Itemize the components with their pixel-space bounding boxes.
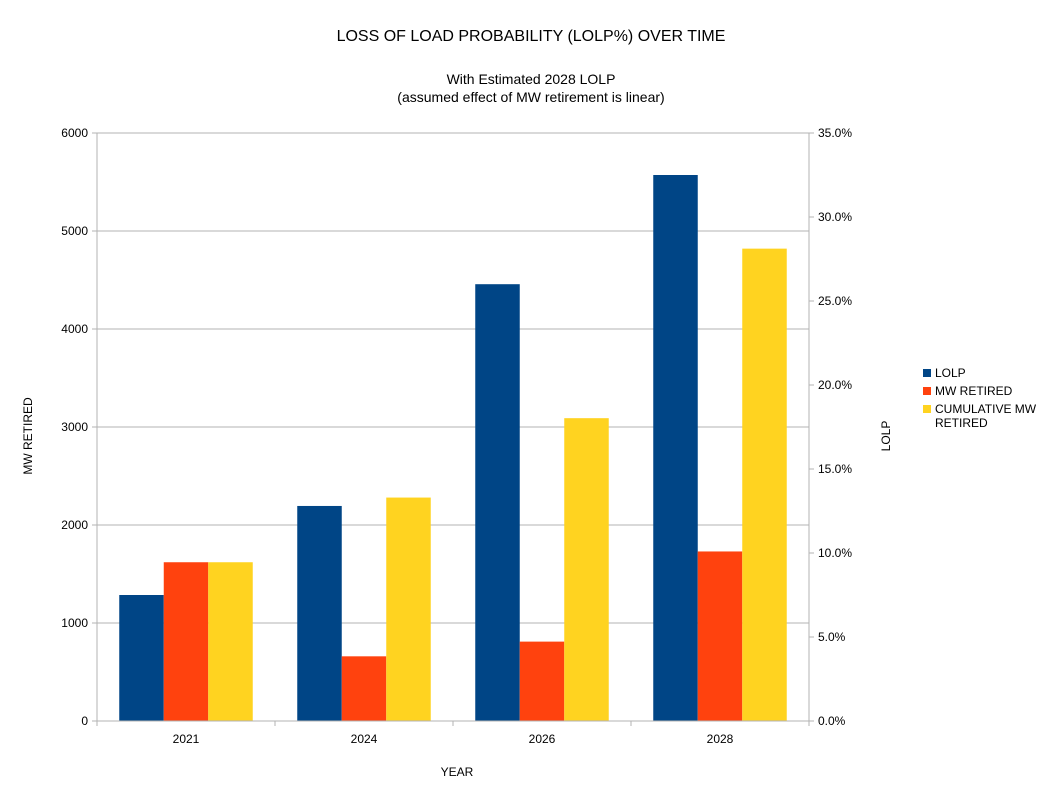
chart-subtitle-line-2: (assumed effect of MW retirement is line… [397,89,664,105]
bar-mw-retired-2028 [697,551,743,721]
y-tick-label: 2000 [61,518,88,532]
x-axis-label: YEAR [441,765,474,779]
bar-lolp-2026 [475,284,520,721]
legend-label: LOLP [935,366,966,380]
y-axis-label: MW RETIRED [21,397,35,475]
chart-title: LOSS OF LOAD PROBABILITY (LOLP%) OVER TI… [337,28,726,45]
y2-tick-label: 30.0% [818,210,852,224]
legend-swatch [923,405,931,413]
bar-lolp-2021 [119,595,164,721]
legend-label: RETIRED [935,416,988,430]
bar-mw-retired-2024 [341,656,387,721]
x-tick-label: 2028 [707,732,734,746]
y2-tick-label: 5.0% [818,630,846,644]
y2-tick-label: 15.0% [818,462,852,476]
y2-tick-label: 20.0% [818,378,852,392]
y-tick-label: 5000 [61,224,88,238]
bar-mw-retired-2026 [519,641,565,721]
bar-cumulative-mw-retired-2026 [564,418,609,721]
x-tick-label: 2021 [173,732,200,746]
legend-label: CUMULATIVE MW [935,402,1037,416]
bar-mw-retired-2021 [163,562,209,721]
bar-lolp-2024 [297,505,342,721]
x-axis-ticks: 2021 2024 2026 2028 [96,721,810,746]
y-tick-label: 3000 [61,420,88,434]
y2-tick-label: 10.0% [818,546,852,560]
y-tick-label: 4000 [61,322,88,336]
y-tick-label: 1000 [61,616,88,630]
bar-lolp-2028 [653,175,698,721]
y2-tick-label: 0.0% [818,714,846,728]
legend-swatch [923,369,931,377]
y2-tick-label: 25.0% [818,294,852,308]
y2-axis-label: LOLP [879,421,893,452]
y-tick-label: 6000 [61,126,88,140]
y-axis-ticks: 0 1000 2000 3000 4000 5000 6000 [61,126,97,728]
y-tick-label: 0 [81,714,88,728]
x-tick-label: 2024 [351,732,378,746]
chart-subtitle-line-1: With Estimated 2028 LOLP [447,71,616,87]
y2-tick-label: 35.0% [818,126,852,140]
x-tick-label: 2026 [529,732,556,746]
legend-swatch [923,387,931,395]
gridlines [97,132,809,624]
bar-cumulative-mw-retired-2024 [386,497,431,721]
y2-axis-ticks: 0.0% 5.0% 10.0% 15.0% 20.0% 25.0% 30.0% 35.0% [809,126,852,728]
legend-label: MW RETIRED [935,384,1013,398]
bars [119,175,787,721]
bar-cumulative-mw-retired-2028 [742,248,787,721]
bar-cumulative-mw-retired-2021 [208,562,253,721]
